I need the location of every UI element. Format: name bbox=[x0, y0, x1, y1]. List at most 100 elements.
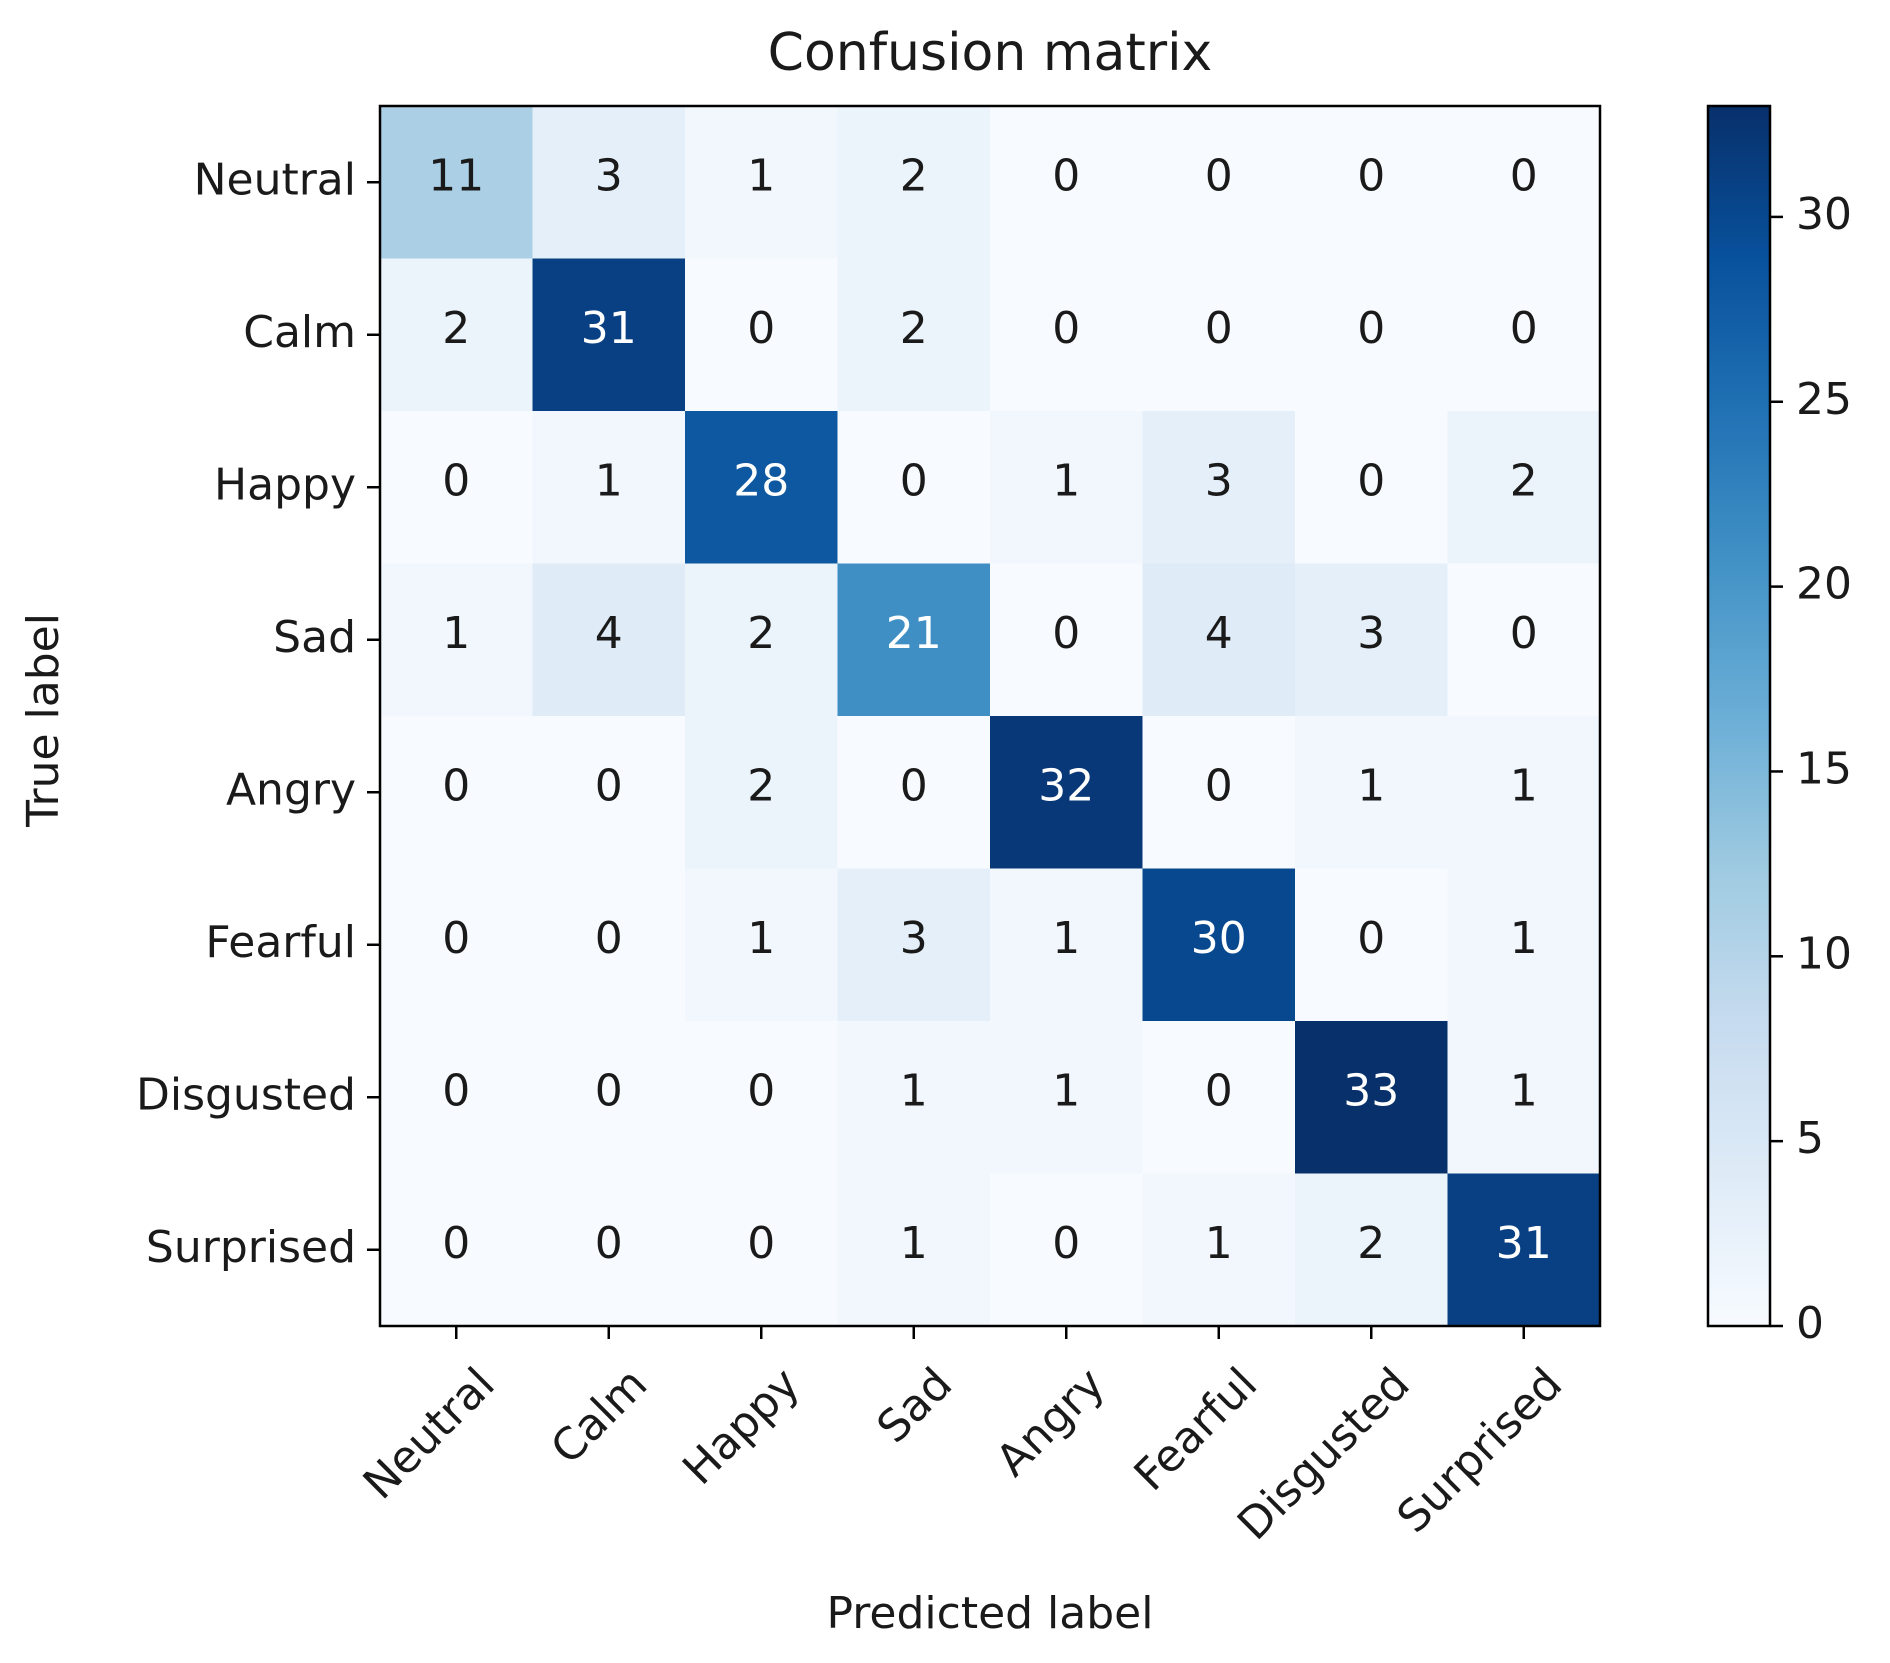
cell-value-label: 28 bbox=[733, 455, 789, 506]
heatmap-cell bbox=[532, 1173, 686, 1327]
heatmap-cell bbox=[837, 106, 991, 259]
cell-value-label: 0 bbox=[747, 1065, 775, 1116]
heatmap-cell bbox=[685, 411, 838, 564]
heatmap-cell bbox=[1142, 106, 1296, 259]
colorbar-tick-label: 5 bbox=[1796, 1113, 1824, 1164]
heatmap-cell bbox=[532, 716, 686, 869]
cell-value-label: 31 bbox=[581, 303, 637, 354]
heatmap-cell bbox=[1295, 1021, 1448, 1174]
x-tick-label: Angry bbox=[987, 1358, 1115, 1486]
cell-value-label: 0 bbox=[1357, 150, 1385, 201]
cell-value-label: 0 bbox=[1052, 303, 1080, 354]
heatmap-cell bbox=[837, 563, 991, 717]
cell-value-label: 0 bbox=[1510, 150, 1538, 201]
cell-value-label: 0 bbox=[1510, 303, 1538, 354]
cell-value-label: 0 bbox=[595, 913, 623, 964]
cell-value-label: 3 bbox=[1357, 608, 1385, 659]
cell-value-label: 2 bbox=[747, 760, 775, 811]
heatmap-cell bbox=[990, 411, 1143, 564]
colorbar-gradient bbox=[1706, 104, 1772, 1328]
cell-value-label: 0 bbox=[747, 1218, 775, 1269]
cell-value-label: 31 bbox=[1496, 1218, 1552, 1269]
plot-frame bbox=[378, 104, 1602, 1328]
cell-value-label: 0 bbox=[442, 913, 470, 964]
y-tick-label: Sad bbox=[273, 612, 356, 663]
heatmap-cell bbox=[380, 1173, 533, 1327]
heatmap-cell bbox=[990, 258, 1143, 412]
heatmap-cell bbox=[380, 258, 533, 412]
cell-value-label: 1 bbox=[1052, 1065, 1080, 1116]
cell-value-label: 0 bbox=[1357, 455, 1385, 506]
heatmap-cell bbox=[990, 716, 1143, 869]
heatmap-cell bbox=[1447, 1021, 1601, 1174]
heatmap-cell bbox=[990, 1173, 1143, 1327]
cell-value-label: 2 bbox=[1510, 455, 1538, 506]
cell-value-label: 3 bbox=[1205, 455, 1233, 506]
cell-value-label: 0 bbox=[1205, 1065, 1233, 1116]
cell-value-label: 0 bbox=[900, 760, 928, 811]
heatmap-cell bbox=[1295, 868, 1448, 1022]
y-tick-label: Neutral bbox=[194, 154, 356, 205]
heatmap-cell bbox=[1295, 1173, 1448, 1327]
x-tick-label: Fearful bbox=[1125, 1358, 1268, 1501]
cell-value-label: 4 bbox=[595, 608, 623, 659]
heatmap-cell bbox=[990, 106, 1143, 259]
y-tick-label: Surprised bbox=[146, 1222, 356, 1273]
heatmap-cell bbox=[1447, 1173, 1601, 1327]
cell-value-label: 30 bbox=[1191, 913, 1247, 964]
x-tick-label: Calm bbox=[541, 1358, 657, 1474]
heatmap-cell bbox=[685, 258, 838, 412]
cell-value-label: 1 bbox=[747, 150, 775, 201]
heatmap-cell bbox=[685, 868, 838, 1022]
y-tick-label: Angry bbox=[226, 764, 356, 815]
cell-value-label: 1 bbox=[1510, 760, 1538, 811]
x-tick-label: Surprised bbox=[1388, 1358, 1573, 1543]
cell-value-label: 21 bbox=[886, 608, 942, 659]
cell-value-label: 2 bbox=[1357, 1218, 1385, 1269]
heatmap-cell bbox=[837, 1021, 991, 1174]
heatmap-cell bbox=[685, 1021, 838, 1174]
colorbar: 0 5 10 15 20 25 30 bbox=[1706, 104, 1852, 1349]
cell-value-labels: 11 3 1 2 0 0 0 02 31 0 2 0 0 0 00 1 28 0 1 3 0 21 4 2 21 0 4 3 00 0 2 0… bbox=[428, 150, 1552, 1269]
x-tick-label: Happy bbox=[673, 1358, 809, 1494]
cell-value-label: 1 bbox=[1357, 760, 1385, 811]
heatmap-cell bbox=[990, 868, 1143, 1022]
cell-value-label: 0 bbox=[442, 455, 470, 506]
heatmap-cell bbox=[1295, 716, 1448, 869]
y-axis: Neutral Calm Happy Sad Angry Fearful Disgusted… bbox=[136, 154, 380, 1273]
heatmap-cell bbox=[685, 1173, 838, 1327]
heatmap-cell bbox=[1142, 563, 1296, 717]
cell-value-label: 0 bbox=[595, 1065, 623, 1116]
cell-value-label: 0 bbox=[595, 1218, 623, 1269]
cell-value-label: 0 bbox=[1510, 608, 1538, 659]
heatmap-cell bbox=[1142, 868, 1296, 1022]
cell-value-label: 0 bbox=[442, 1218, 470, 1269]
cell-value-label: 1 bbox=[900, 1218, 928, 1269]
cell-value-label: 0 bbox=[1205, 760, 1233, 811]
x-tick-label: Neutral bbox=[354, 1358, 505, 1509]
x-axis: Neutral Calm Happy Sad Angry FearfulDisgusted… bbox=[354, 1326, 1572, 1550]
colorbar-tick-label: 10 bbox=[1796, 928, 1852, 979]
colorbar-tick-label: 0 bbox=[1796, 1298, 1824, 1349]
heatmap-cell bbox=[1142, 258, 1296, 412]
heatmap-cell bbox=[837, 258, 991, 412]
cell-value-label: 2 bbox=[900, 150, 928, 201]
y-tick-label: Happy bbox=[214, 459, 356, 510]
heatmap-cell bbox=[837, 411, 991, 564]
heatmap-cell bbox=[380, 106, 533, 259]
heatmap-cell bbox=[685, 716, 838, 869]
cell-value-label: 3 bbox=[595, 150, 623, 201]
y-tick-label: Fearful bbox=[205, 917, 356, 968]
cell-value-label: 1 bbox=[1052, 913, 1080, 964]
heatmap-cell bbox=[1142, 1173, 1296, 1327]
cell-value-label: 2 bbox=[747, 608, 775, 659]
heatmap-cell bbox=[1142, 411, 1296, 564]
cell-value-label: 0 bbox=[900, 455, 928, 506]
cell-value-label: 0 bbox=[1205, 150, 1233, 201]
x-tick-label: Sad bbox=[868, 1358, 963, 1453]
cell-value-label: 33 bbox=[1343, 1065, 1399, 1116]
heatmap-cell bbox=[990, 1021, 1143, 1174]
heatmap-cell bbox=[990, 563, 1143, 717]
cell-value-label: 4 bbox=[1205, 608, 1233, 659]
heatmap-cell bbox=[1447, 716, 1601, 869]
